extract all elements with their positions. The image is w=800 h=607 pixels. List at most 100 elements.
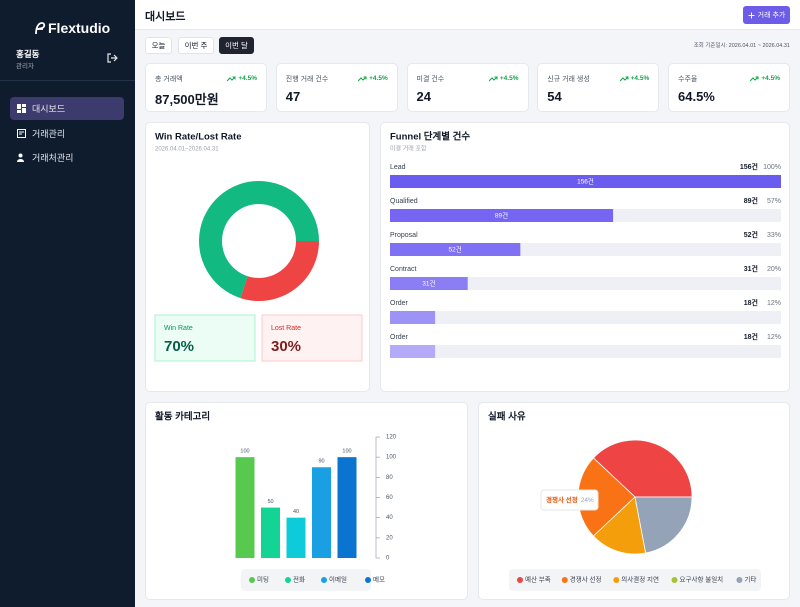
- kpi-change: +4.5%: [488, 75, 519, 82]
- kpi-change: +4.5%: [227, 75, 257, 82]
- bar: [286, 517, 306, 558]
- pie-slice: [634, 496, 693, 554]
- trend-icon: [358, 76, 367, 82]
- nav-item[interactable]: 거래관리: [10, 122, 124, 145]
- nav-item[interactable]: 대시보드: [10, 97, 124, 120]
- chart-title: Funnel 단계별 건수: [390, 131, 470, 143]
- chart-subtitle: 2026.04.01~2026.04.31: [155, 147, 219, 153]
- legend-label: 의사결정 지연: [621, 575, 659, 584]
- bar-value-label: 156건: [577, 177, 594, 186]
- legend-box: [509, 569, 761, 591]
- stage-label: Lead: [390, 164, 406, 171]
- legend-swatch: [736, 577, 743, 583]
- add-deal-button[interactable]: 거래 추가: [743, 6, 790, 24]
- kpi-label: 총 거래액: [155, 76, 183, 83]
- rate-label: Lost Rate: [271, 325, 301, 332]
- rate-label: Win Rate: [164, 325, 193, 332]
- donut-card: Win Rate/Lost Rate 2026.04.01~2026.04.31 W…: [145, 122, 370, 392]
- bar-card: 활동 카테고리 0 20 40 60 80 100 120 100 50 40 90 100 미팅 전화 이메…: [145, 402, 468, 600]
- stage-label: Proposal: [390, 232, 418, 239]
- tooltip-name: 경쟁사 선정: [546, 495, 578, 504]
- add-deal-label: 거래 추가: [757, 12, 786, 19]
- y-tick-label: 20: [386, 535, 393, 541]
- bar-value-label: 89건: [495, 211, 508, 220]
- stage-percent: 100%: [763, 164, 781, 171]
- logout-button[interactable]: [106, 52, 118, 64]
- bar-value-label: 100: [240, 449, 249, 455]
- kpi-value: 87,500만원: [155, 92, 219, 107]
- rate-value: 70%: [164, 338, 194, 355]
- bar: [235, 457, 255, 558]
- tooltip-box: [540, 489, 599, 511]
- funnel-bar: [390, 175, 781, 188]
- chart-title: 실패 사유: [488, 411, 526, 423]
- donut-slice: [199, 180, 319, 299]
- trend-icon: [750, 76, 759, 82]
- trend-icon: [619, 76, 629, 82]
- brand: Flextudio: [48, 20, 111, 36]
- stage-count: 52건: [744, 230, 758, 239]
- legend-label: 메모: [373, 576, 385, 584]
- bar: [312, 467, 331, 558]
- stage-label: Order: [390, 334, 409, 341]
- user-role: 관리자: [16, 63, 34, 70]
- funnel-bar: [390, 209, 614, 222]
- stage-percent: 12%: [767, 334, 781, 341]
- stage-percent: 57%: [767, 198, 781, 205]
- pie-card: 실패 사유 경쟁사 선정 24% 예산 부족 경쟁사 선정 의사결정 지연 요구사항 불일치…: [478, 402, 790, 600]
- y-tick-label: 40: [386, 515, 393, 521]
- legend-label: 요구사항 불일치: [680, 575, 724, 584]
- kpi-label: 미결 건수: [416, 76, 445, 83]
- kpi-card: 신규 거래 생성 54 +4.5%: [537, 63, 660, 112]
- y-tick-label: 0: [386, 556, 390, 562]
- filter-tab[interactable]: 이번 달: [219, 37, 254, 54]
- kpi-label: 수주율: [678, 76, 698, 83]
- logo-icon: [35, 22, 46, 35]
- stage-count: 18건: [744, 298, 758, 307]
- plus-icon: [748, 12, 755, 18]
- nav-icon: [17, 153, 24, 162]
- funnel-bar: [390, 345, 436, 358]
- nav-icon: [17, 128, 26, 138]
- bar-track: [390, 277, 781, 290]
- sidebar: Flextudio 홍길동 관리자 대시보드 거래관리 거래처관리: [0, 0, 135, 607]
- kpi-value: 24: [416, 89, 431, 104]
- kpi-label: 신규 거래 생성: [547, 76, 590, 83]
- nav-item[interactable]: 거래처관리: [10, 146, 124, 169]
- y-tick-label: 80: [386, 475, 393, 481]
- legend-swatch: [517, 577, 523, 583]
- kpi-change: +4.5%: [750, 75, 780, 82]
- chart-subtitle: 미결 거래 포함: [390, 145, 427, 153]
- kpi-change: +4.5%: [619, 75, 649, 82]
- funnel-bar: [390, 243, 521, 256]
- pie-slice: [592, 496, 647, 555]
- tooltip-text: 경쟁사 선정 24%: [546, 495, 594, 504]
- bar-value-label: 31건: [422, 279, 435, 288]
- page-title: 대시보드: [145, 11, 186, 23]
- kpi-value: 64.5%: [678, 89, 715, 104]
- kpi-label: 진행 거래 건수: [285, 76, 329, 83]
- legend-label: 기타: [744, 575, 756, 584]
- y-tick-label: 100: [386, 455, 397, 461]
- date-label: 조회 기준일시: 2026.04.01 ~ 2026.04.31: [693, 43, 790, 49]
- legend-label: 이메일: [329, 575, 347, 584]
- bar-chart: 활동 카테고리 0 20 40 60 80 100 120 100 50 40 90 100 미팅 전화 이메…: [155, 411, 397, 591]
- legend-swatch: [613, 577, 620, 583]
- filter-tab[interactable]: 이번 주: [178, 37, 214, 54]
- bar-value-label: 52건: [449, 245, 462, 254]
- filter-tab[interactable]: 오늘: [145, 37, 172, 54]
- kpi-value: 47: [285, 89, 301, 104]
- legend-label: 미팅: [257, 575, 269, 584]
- stage-count: 31건: [744, 264, 758, 273]
- funnel-bar: [390, 277, 468, 290]
- legend-label: 전화: [293, 575, 305, 584]
- legend-swatch: [249, 577, 255, 583]
- legend-swatch: [365, 577, 371, 583]
- nav-icon: [17, 104, 26, 113]
- header: 대시보드 거래 추가: [135, 0, 800, 30]
- divider: [0, 80, 135, 81]
- bar-value-label: 100: [342, 449, 351, 455]
- tooltip-value: 24%: [581, 497, 594, 504]
- pie-slice: [592, 439, 693, 498]
